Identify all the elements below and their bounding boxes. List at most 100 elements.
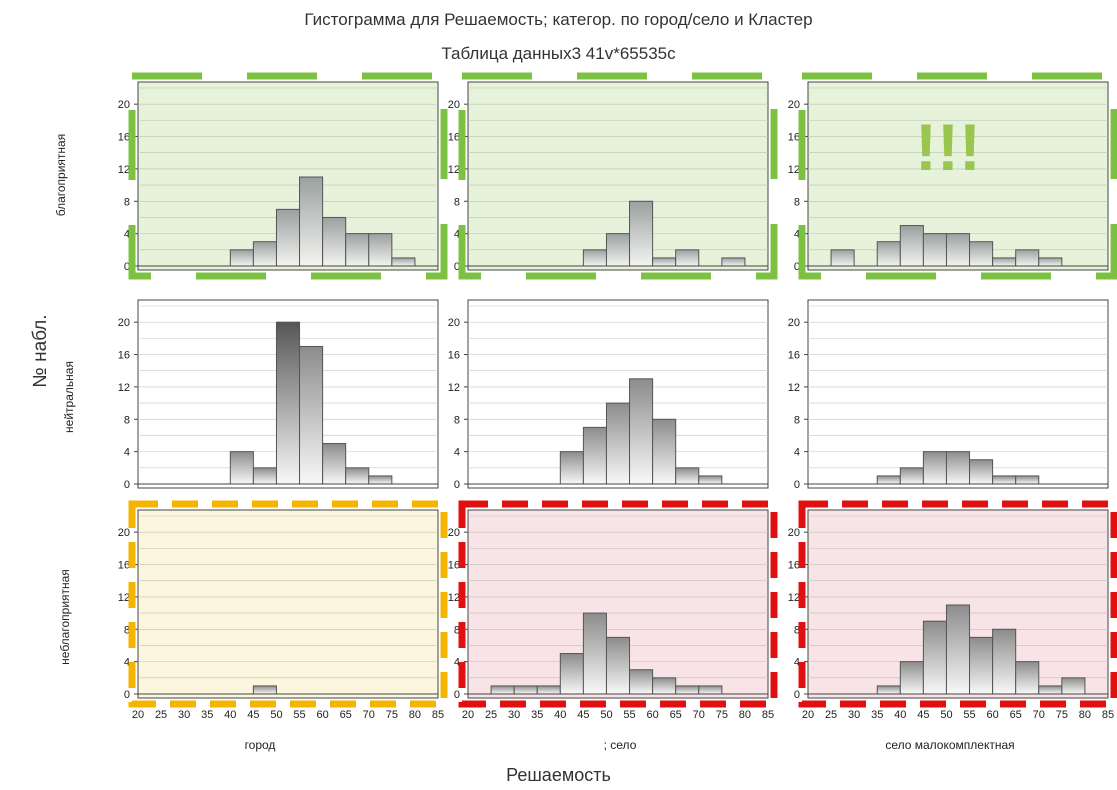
y-tick-label: 20 (788, 527, 800, 539)
y-tick-label: 4 (794, 229, 800, 241)
x-tick-label: 85 (762, 709, 774, 721)
y-tick-label: 0 (794, 479, 800, 491)
bar (322, 216, 347, 267)
bar (368, 475, 393, 485)
bar (721, 257, 746, 267)
y-tick-label: 20 (448, 99, 460, 111)
x-tick-label: 45 (247, 709, 259, 721)
x-tick-label: 75 (386, 709, 398, 721)
x-tick-label: 70 (693, 709, 705, 721)
y-tick-label: 16 (448, 132, 460, 144)
highlight-border (458, 500, 778, 708)
bar (675, 685, 700, 695)
y-tick-label: 4 (794, 657, 800, 669)
highlight-border (798, 72, 1117, 280)
y-tick-label: 12 (448, 382, 460, 394)
bar (605, 402, 631, 485)
x-tick-label: 50 (600, 709, 612, 721)
y-tick-label: 8 (124, 414, 130, 426)
panel-frame (137, 509, 439, 699)
x-tick-label: 20 (802, 709, 814, 721)
panel-0-0: 0 4 8 12 16 20 (118, 72, 448, 280)
y-tick-label: 8 (794, 196, 800, 208)
y-tick-label: 0 (454, 479, 460, 491)
column-label-2: село малокомплектная (885, 738, 1015, 752)
y-tick-label: 16 (448, 350, 460, 362)
bar (992, 257, 1017, 267)
x-tick-label: 55 (293, 709, 305, 721)
highlight-border (458, 72, 778, 280)
bar (629, 669, 654, 695)
bar (1015, 249, 1040, 267)
y-tick-label: 0 (454, 261, 460, 273)
bar (1038, 685, 1063, 695)
bar (922, 620, 947, 695)
bar (945, 451, 971, 485)
x-tick-label: 50 (270, 709, 282, 721)
bar (922, 233, 947, 267)
bar (605, 233, 631, 267)
highlight-border (798, 500, 1117, 708)
x-tick-label: 20 (462, 709, 474, 721)
chart-subtitle: Таблица данных3 41v*65535c (441, 44, 676, 63)
bar (345, 233, 370, 267)
panel-2-2: 0 4 8 12 16 20 20 25 30 35 40 45 50 55 60 65 70 75 80 85 (788, 500, 1117, 721)
x-tick-label: 25 (155, 709, 167, 721)
x-tick-label: 35 (531, 709, 543, 721)
bar (559, 653, 584, 695)
panel-1-1: 0 4 8 12 16 20 (448, 299, 769, 491)
y-tick-label: 8 (794, 414, 800, 426)
bar (945, 233, 971, 267)
panel-0-1: 0 4 8 12 16 20 (448, 72, 778, 280)
x-tick-label: 25 (485, 709, 497, 721)
y-tick-label: 4 (124, 657, 130, 669)
x-tick-label: 85 (1102, 709, 1114, 721)
bar (1015, 475, 1040, 485)
bar (899, 467, 924, 485)
y-tick-label: 20 (118, 527, 130, 539)
y-tick-label: 0 (454, 689, 460, 701)
bar (698, 685, 723, 695)
bar (629, 378, 654, 485)
bar (698, 475, 723, 485)
y-tick-label: 12 (788, 592, 800, 604)
y-tick-label: 20 (448, 527, 460, 539)
y-tick-label: 12 (788, 164, 800, 176)
y-tick-label: 12 (448, 164, 460, 176)
bar (899, 661, 924, 695)
x-tick-label: 50 (940, 709, 952, 721)
y-tick-label: 16 (788, 350, 800, 362)
bar (629, 200, 654, 267)
y-tick-label: 16 (118, 560, 130, 572)
y-tick-label: 12 (118, 382, 130, 394)
y-tick-label: 4 (794, 447, 800, 459)
x-tick-label: 65 (670, 709, 682, 721)
x-tick-label: 60 (646, 709, 658, 721)
x-tick-label: 75 (1056, 709, 1068, 721)
y-tick-label: 12 (788, 382, 800, 394)
bar (675, 467, 700, 485)
y-tick-label: 0 (124, 261, 130, 273)
bar (275, 321, 301, 485)
bar (368, 233, 393, 267)
x-tick-label: 70 (363, 709, 375, 721)
bar (252, 241, 277, 267)
x-tick-label: 30 (178, 709, 190, 721)
x-tick-label: 40 (554, 709, 566, 721)
bar (299, 176, 324, 267)
bar (969, 241, 994, 267)
y-tick-label: 4 (124, 229, 130, 241)
y-tick-label: 8 (454, 414, 460, 426)
bar (582, 249, 607, 267)
bar (275, 208, 301, 267)
x-axis-title: Решаемость (506, 765, 611, 785)
x-tick-label: 80 (409, 709, 421, 721)
x-tick-label: 30 (508, 709, 520, 721)
y-tick-label: 12 (448, 592, 460, 604)
bar (1061, 677, 1086, 695)
bar (322, 443, 347, 485)
column-label-0: город (244, 738, 276, 752)
y-tick-label: 20 (118, 99, 130, 111)
bar (969, 636, 994, 695)
